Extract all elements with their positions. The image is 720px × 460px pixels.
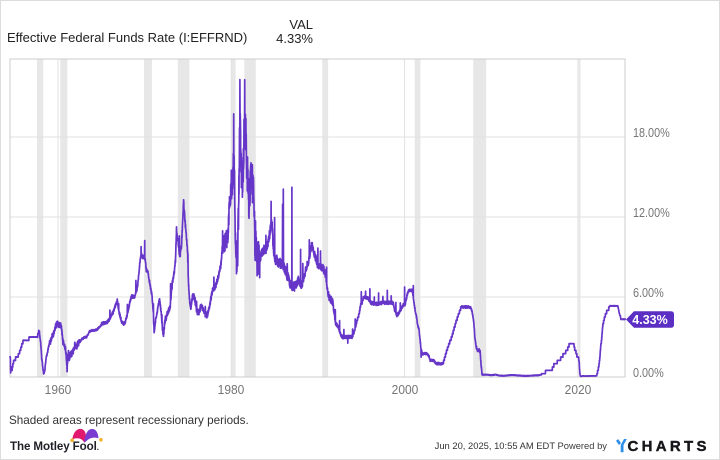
svg-text:4.33%: 4.33% [632, 313, 667, 327]
